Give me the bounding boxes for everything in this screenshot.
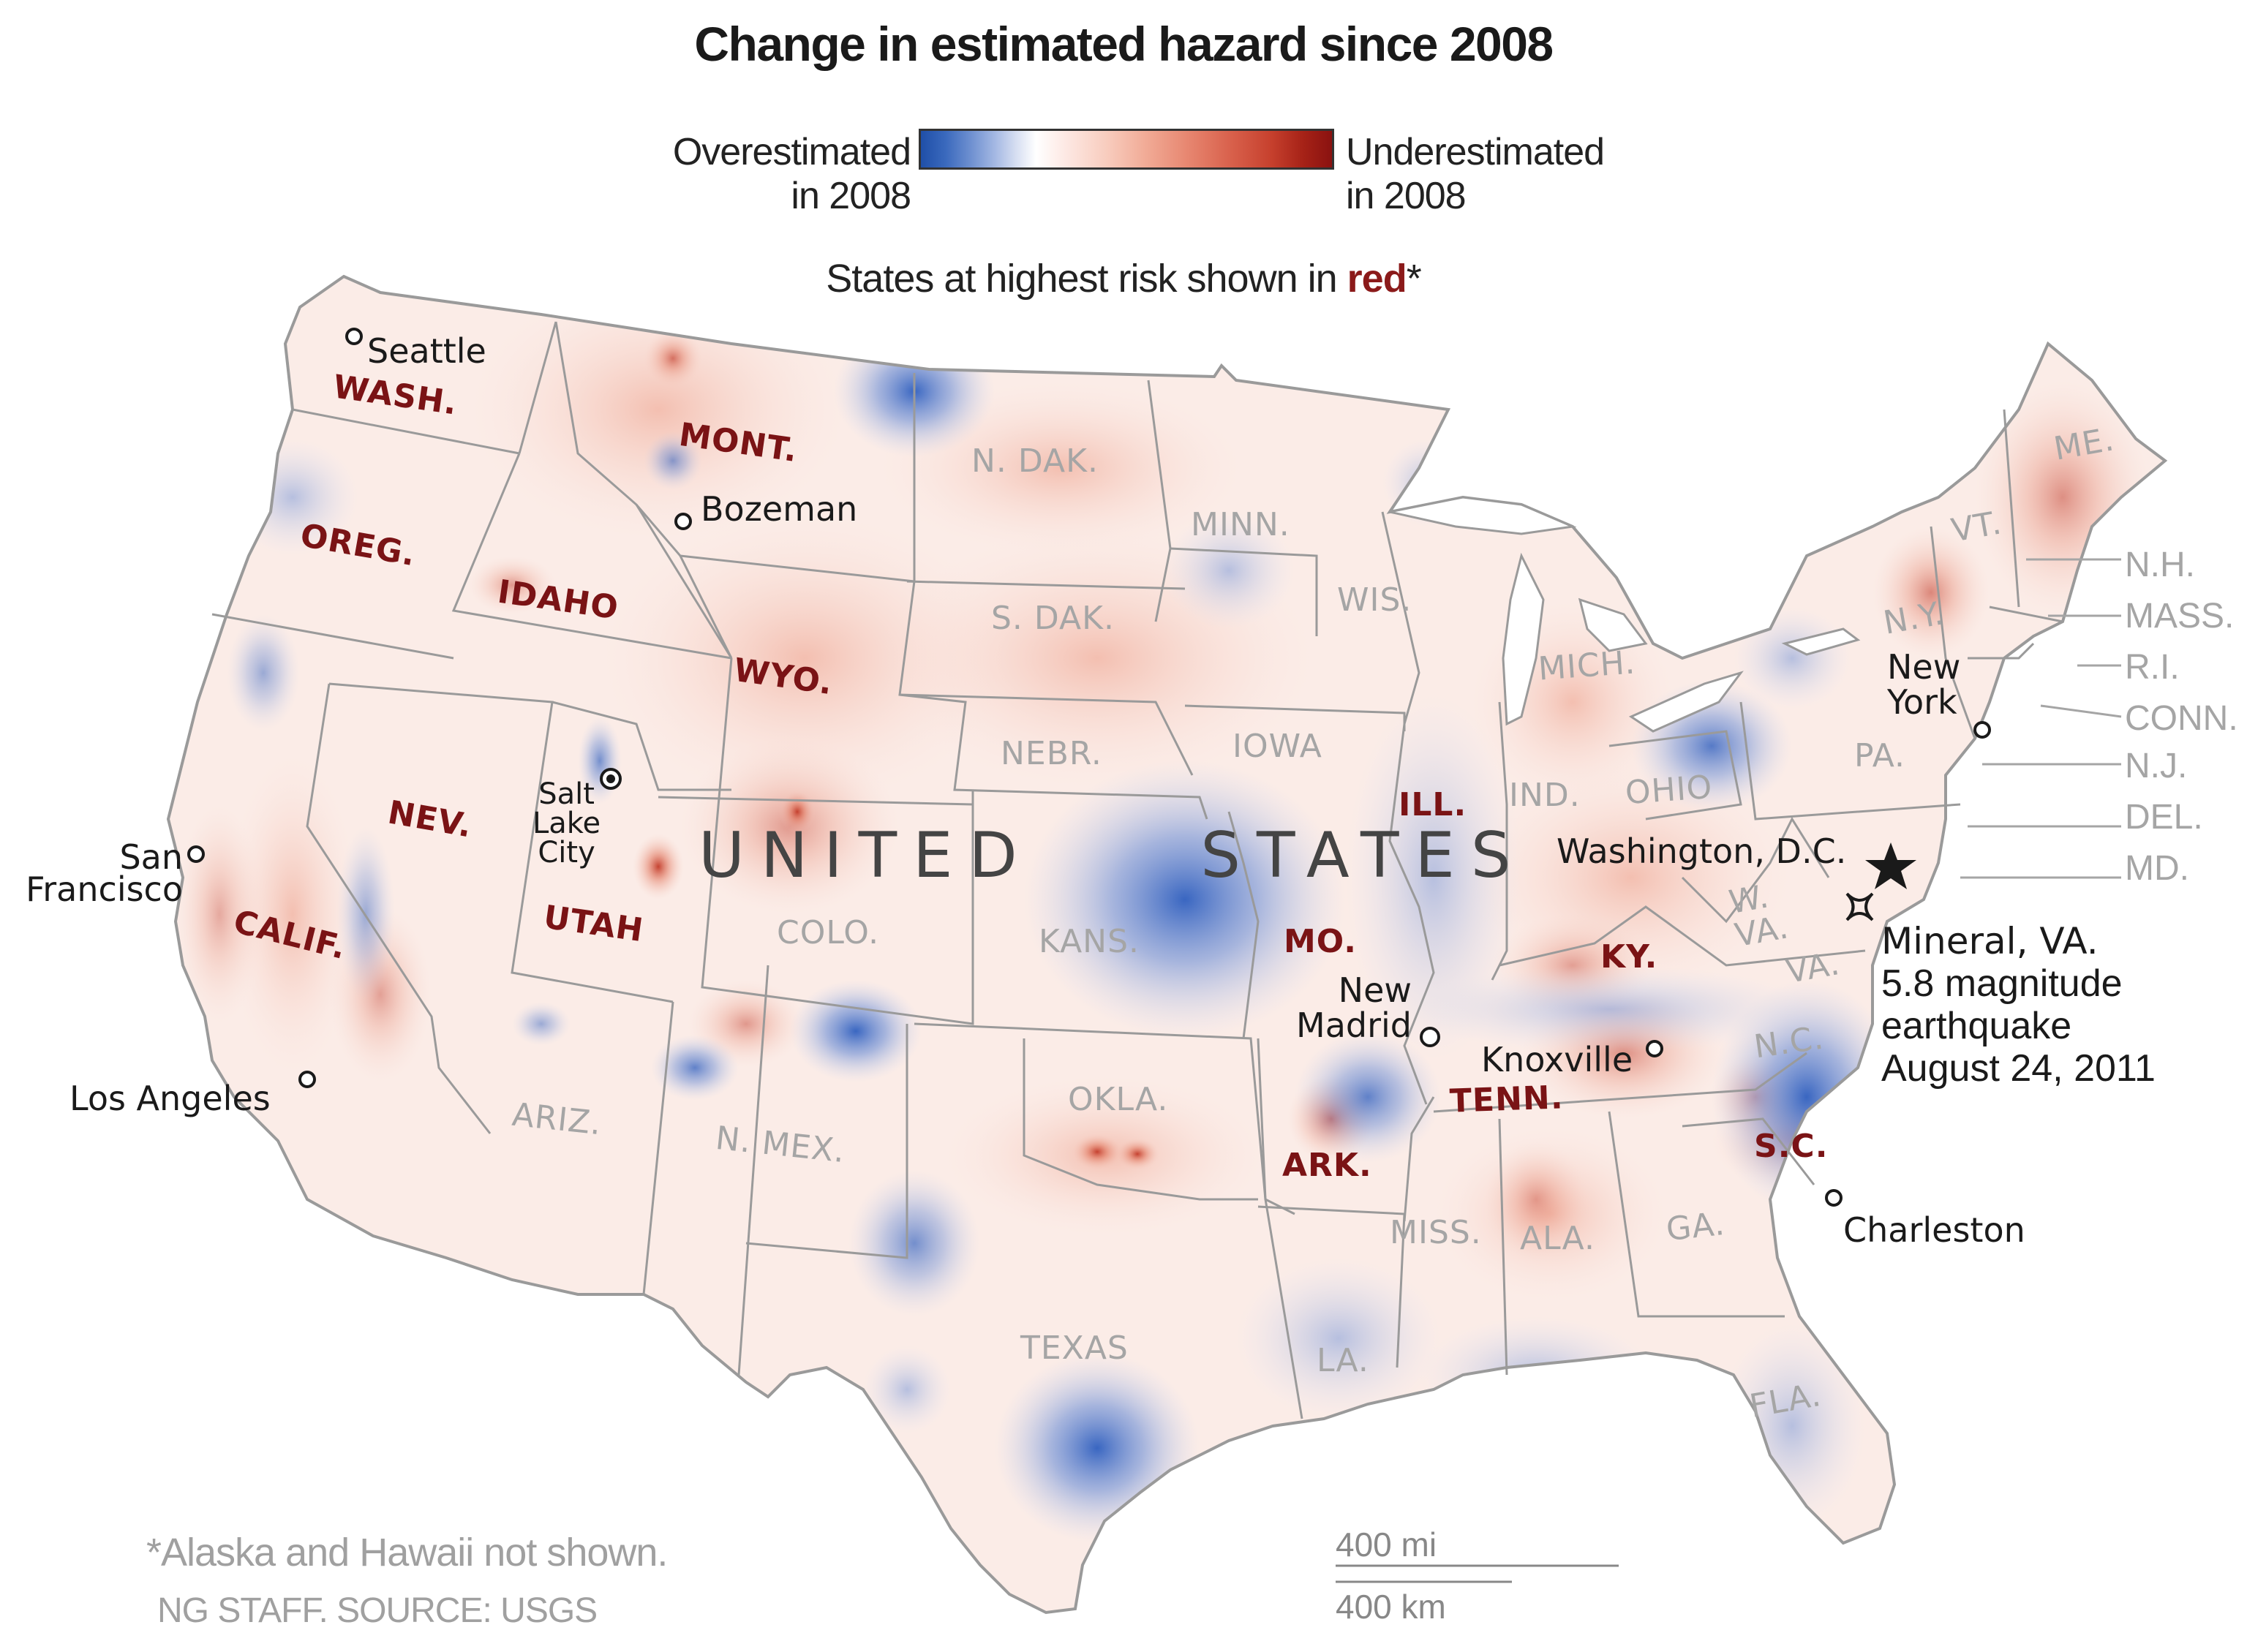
- salt-lake-city-line2: Lake: [532, 807, 601, 840]
- state-label-mich: MICH.: [1537, 644, 1637, 688]
- state-label-mo: MO.: [1284, 923, 1357, 960]
- state-label-pa: PA.: [1854, 737, 1906, 774]
- subtitle-text: States at highest risk shown in: [826, 257, 1347, 301]
- footnote: *Alaska and Hawaii not shown.: [146, 1531, 668, 1574]
- earthquake-line4: August 24, 2011: [1881, 1047, 2156, 1090]
- state-label-iowa: IOWA: [1232, 728, 1322, 765]
- state-label-nj: N.J.: [2125, 747, 2188, 785]
- earthquake-line1: Mineral, VA.: [1881, 920, 2099, 962]
- state-label-ind: IND.: [1509, 777, 1581, 814]
- state-label-sc: S.C.: [1754, 1128, 1829, 1165]
- salt-lake-city-marker-dot: [606, 774, 615, 783]
- state-label-wis: WIS.: [1337, 581, 1412, 619]
- los-angeles-marker: [298, 1071, 316, 1088]
- city-markers: [187, 328, 1991, 1207]
- state-label-ndak: N. DAK.: [971, 442, 1099, 480]
- country-word-1: UNITED: [699, 819, 1034, 892]
- state-label-tenn: TENN.: [1449, 1079, 1565, 1120]
- state-label-md: MD.: [2125, 849, 2189, 888]
- us-outline: [166, 274, 2168, 1615]
- legend-right-line2: in 2008: [1346, 175, 1467, 217]
- country-word-2: STATES: [1200, 819, 1527, 892]
- city-label-charleston: Charleston: [1843, 1210, 2025, 1250]
- legend-left-line2: in 2008: [791, 175, 911, 217]
- state-label-conn: CONN.: [2125, 699, 2238, 738]
- city-label-salt-lake-city: Salt Lake City: [532, 780, 601, 867]
- earthquake-epicenter-icon: [1845, 892, 1874, 921]
- city-label-washington-dc: Washington, D.C.: [1557, 831, 1847, 871]
- state-label-nh: N.H.: [2125, 546, 2195, 584]
- state-label-colo: COLO.: [777, 914, 880, 951]
- state-label-del: DEL.: [2125, 798, 2203, 837]
- scale-label-miles: 400 mi: [1336, 1525, 1437, 1564]
- map-title: Change in estimated hazard since 2008: [694, 17, 1554, 71]
- earthquake-annotation: Mineral, VA. 5.8 magnitude earthquake Au…: [1881, 920, 2156, 1090]
- city-label-knoxville: Knoxville: [1481, 1040, 1633, 1079]
- city-label-new-madrid: New Madrid: [1280, 973, 1412, 1043]
- state-label-la: LA.: [1317, 1342, 1369, 1379]
- city-label-seattle: Seattle: [367, 331, 486, 371]
- state-label-ill: ILL.: [1399, 786, 1467, 823]
- charleston-marker: [1825, 1189, 1843, 1207]
- city-label-bozeman: Bozeman: [701, 489, 858, 529]
- state-label-mass: MASS.: [2125, 597, 2235, 635]
- city-label-los-angeles: Los Angeles: [69, 1079, 271, 1118]
- knoxville-marker: [1646, 1040, 1663, 1057]
- salt-lake-city-line1: Salt: [538, 777, 595, 811]
- legend-underestimated-label: Underestimated in 2008: [1346, 130, 1653, 218]
- san-francisco-marker: [187, 845, 205, 863]
- state-label-sdak: S. DAK.: [991, 600, 1115, 637]
- earthquake-line2: 5.8 magnitude: [1881, 962, 2123, 1005]
- seattle-marker: [345, 328, 363, 345]
- san-francisco-line1: San: [119, 837, 183, 877]
- legend-left-line1: Overestimated: [672, 131, 911, 173]
- city-label-new-york: New York: [1887, 649, 1960, 720]
- legend-right-line1: Underestimated: [1346, 131, 1605, 173]
- salt-lake-city-line3: City: [538, 836, 595, 870]
- state-label-okla: OKLA.: [1068, 1081, 1169, 1118]
- state-label-ala: ALA.: [1520, 1220, 1595, 1257]
- state-label-ri: R.I.: [2125, 648, 2180, 687]
- state-label-wva: W. VA.: [1726, 878, 1792, 955]
- state-label-miss: MISS.: [1390, 1214, 1482, 1251]
- country-label: UNITED STATES: [699, 819, 1527, 892]
- new-madrid-marker: [1420, 1027, 1440, 1047]
- san-francisco-line2: Francisco: [26, 870, 183, 909]
- scale-label-km: 400 km: [1336, 1588, 1446, 1626]
- subtitle-asterisk: *: [1406, 257, 1422, 301]
- new-york-marker: [1973, 721, 1991, 739]
- state-label-ky: KY.: [1600, 938, 1658, 976]
- great-lakes: [1389, 496, 1861, 733]
- state-label-nebr: NEBR.: [1001, 735, 1102, 772]
- state-label-minn: MINN.: [1191, 506, 1290, 543]
- new-madrid-line1: New: [1338, 970, 1412, 1010]
- state-borders: [211, 321, 2063, 1419]
- new-madrid-line2: Madrid: [1296, 1006, 1412, 1045]
- new-york-line1: New: [1887, 647, 1961, 687]
- earthquake-line3: earthquake: [1881, 1005, 2072, 1047]
- state-label-ga: GA.: [1664, 1204, 1727, 1249]
- northeast-leaders: [1960, 558, 2122, 879]
- source-credit: NG STAFF. SOURCE: USGS: [157, 1591, 598, 1630]
- state-label-kans: KANS.: [1039, 923, 1140, 960]
- state-label-ohio: OHIO: [1624, 768, 1714, 812]
- bozeman-marker: [674, 513, 692, 530]
- state-label-ark: ARK.: [1282, 1147, 1372, 1184]
- subtitle: States at highest risk shown in red*: [0, 256, 2247, 301]
- legend-overestimated-label: Overestimated in 2008: [625, 130, 911, 218]
- new-york-line2: York: [1887, 682, 1957, 722]
- city-label-san-francisco: San Francisco: [9, 837, 183, 909]
- scale-bar: [1336, 1564, 1619, 1583]
- subtitle-highlight: red: [1347, 257, 1407, 301]
- washington-dc-star-icon: [1865, 842, 1916, 889]
- state-label-texas: TEXAS: [1020, 1329, 1129, 1367]
- legend-colorbar: [919, 129, 1334, 170]
